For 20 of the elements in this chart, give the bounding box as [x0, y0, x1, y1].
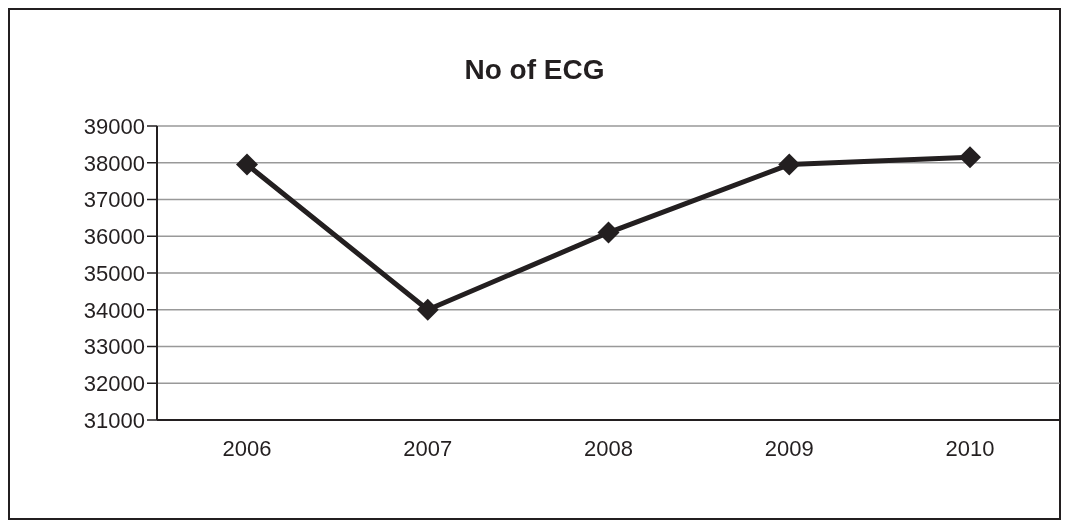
y-tick-label: 37000 [83, 187, 145, 213]
x-tick-label: 2010 [945, 435, 995, 461]
point [236, 153, 258, 176]
point [778, 153, 801, 176]
y-tick-label: 33000 [83, 334, 145, 360]
y-tick-label: 32000 [83, 371, 145, 397]
y-tick-label: 34000 [83, 297, 145, 323]
y-tick-label: 39000 [83, 113, 145, 139]
y-tick-label: 36000 [83, 224, 145, 250]
x-tick-label: 2008 [584, 435, 633, 461]
x-tick-label: 2009 [764, 435, 814, 461]
x-tick-label: 2007 [403, 435, 453, 461]
y-tick-label: 31000 [83, 407, 145, 433]
point [959, 146, 981, 169]
x-tick-label: 2006 [222, 435, 272, 461]
y-tick-label: 35000 [83, 260, 145, 286]
chart-title: No of ECG [463, 54, 606, 86]
point [416, 298, 439, 321]
point [597, 221, 620, 244]
y-tick-label: 38000 [83, 150, 145, 176]
